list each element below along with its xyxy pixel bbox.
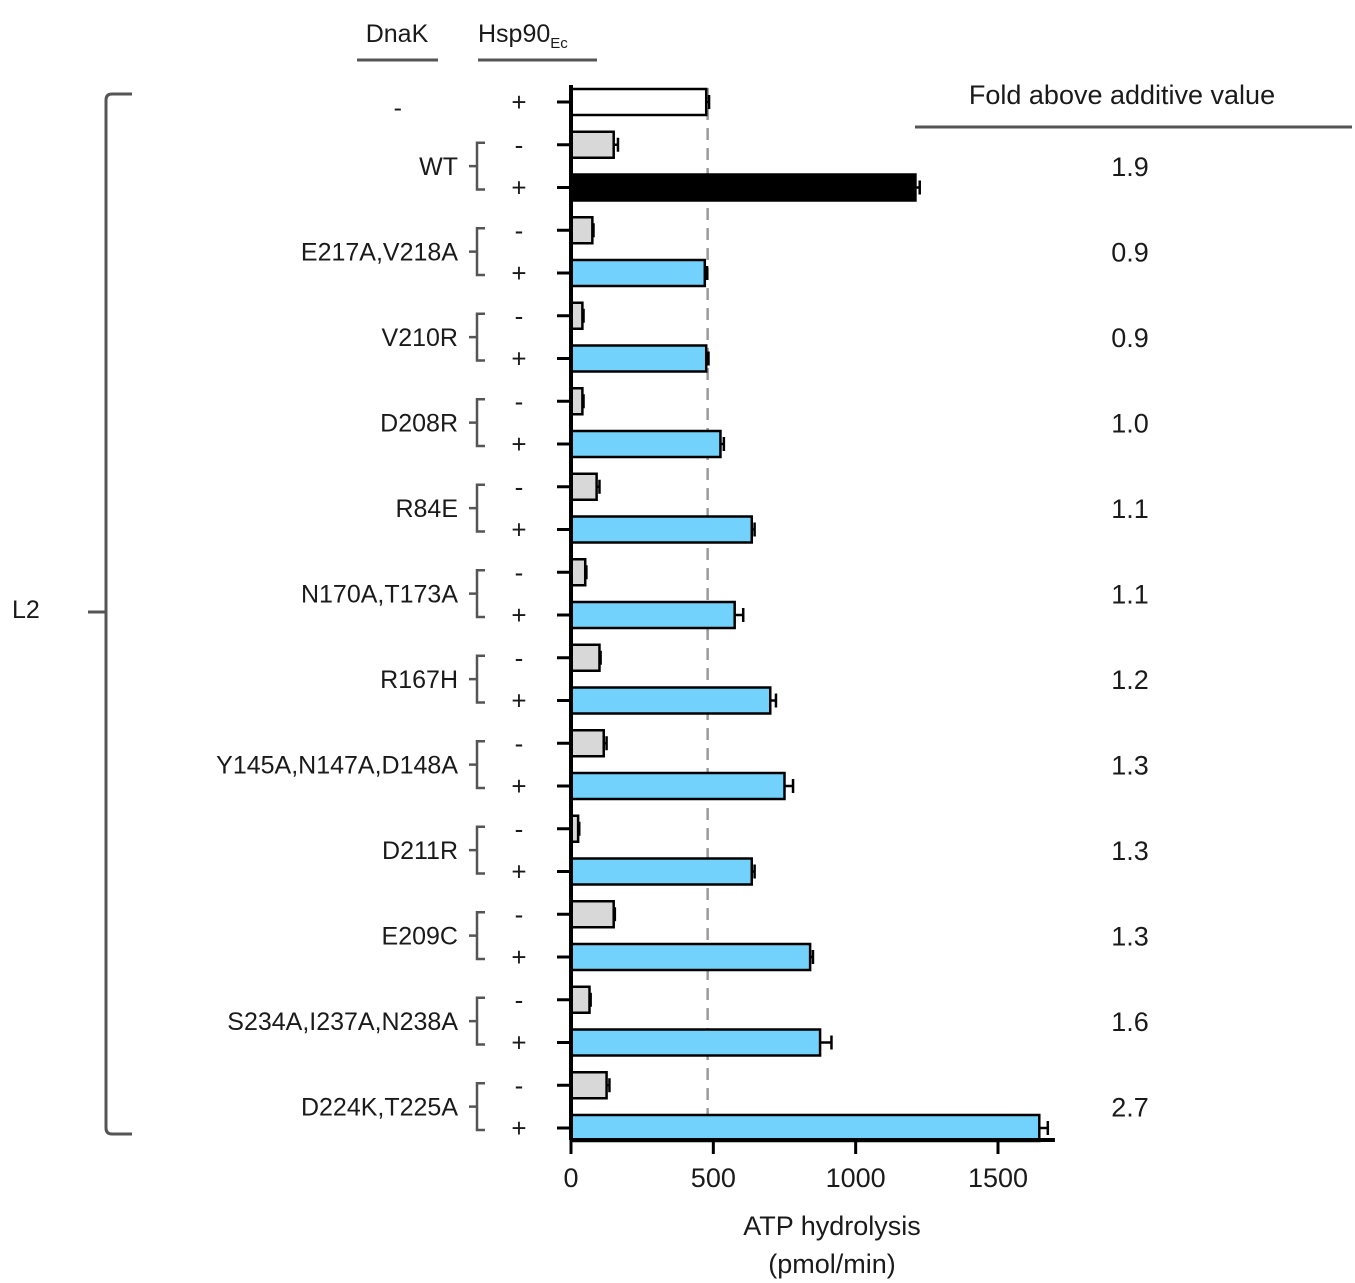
hsp90-sign-minus: - (515, 728, 524, 758)
row-bracket (475, 996, 485, 1046)
x-tick-label: 1000 (826, 1163, 886, 1193)
bar-dnak-alone (569, 87, 708, 117)
row-bracket (475, 312, 485, 362)
bar-hsp90-alone (569, 558, 587, 587)
row-label: D211R (382, 837, 458, 865)
row-bracket (475, 398, 485, 448)
hsp90-sign-minus: - (515, 472, 524, 502)
fold-value: 0.9 (1111, 238, 1149, 268)
hsp90-header-subscript: Ec (550, 35, 568, 52)
hsp90-sign-plus: + (511, 857, 526, 887)
bar-mutant-combined (569, 515, 754, 544)
bar-mutant-combined (569, 1028, 822, 1057)
hsp90-sign-plus: + (511, 942, 526, 972)
bar-hsp90-alone (569, 985, 591, 1014)
hsp90-sign-plus: + (511, 258, 526, 288)
fold-value: 1.9 (1111, 152, 1149, 182)
hsp90-sign-plus: + (511, 1113, 526, 1143)
hsp90-sign-plus: + (511, 600, 526, 630)
group-bracket (104, 92, 132, 1136)
row-label: WT (419, 153, 458, 181)
bar-hsp90-alone (569, 643, 601, 672)
bar-hsp90-alone (569, 130, 615, 159)
hsp90-sign-plus: + (511, 1028, 526, 1058)
fold-value: 1.6 (1111, 1007, 1149, 1037)
row-label: V210R (382, 324, 458, 352)
bar-mutant-combined (569, 600, 736, 630)
bar-mutant-combined (569, 429, 722, 459)
row-bracket (475, 911, 485, 961)
row-bracket (475, 825, 485, 875)
fold-value: 1.2 (1111, 665, 1149, 695)
row-label: D224K,T225A (301, 1094, 458, 1122)
bar-hsp90-alone (569, 472, 598, 501)
hsp90-sign-minus: - (515, 215, 524, 245)
hsp90-sign-minus: - (515, 301, 524, 331)
hsp90-sign-minus: - (515, 985, 524, 1015)
hsp90-header: Hsp90Ec (478, 20, 568, 52)
x-tick-label: 500 (691, 1163, 736, 1193)
row-label: Y145A,N147A,D148A (216, 752, 458, 780)
group-label: L2 (12, 596, 40, 624)
fold-value: 1.3 (1111, 922, 1149, 952)
row-label: E217A,V218A (301, 239, 458, 267)
fold-value: 1.3 (1111, 836, 1149, 866)
fold-value: 1.1 (1111, 494, 1149, 524)
fold-value: 2.7 (1111, 1093, 1149, 1123)
bar-wt-combined (569, 173, 917, 202)
row-bracket (475, 483, 485, 533)
bar-hsp90-alone (569, 216, 594, 245)
x-tick-label: 0 (563, 1163, 578, 1193)
row-bracket (475, 141, 485, 191)
hsp90-sign-plus: + (511, 87, 526, 117)
row-bracket (475, 740, 485, 790)
row-label: E209C (382, 923, 458, 951)
bar-hsp90-alone (569, 1071, 608, 1100)
row-bracket (475, 227, 485, 277)
row-label: R84E (395, 495, 458, 523)
hsp90-sign-minus: - (515, 557, 524, 587)
hsp90-sign-plus: + (511, 771, 526, 801)
row-bracket (475, 569, 485, 619)
hsp90-sign-minus: - (515, 130, 524, 160)
x-axis-label-line2: (pmol/min) (768, 1249, 896, 1279)
hsp90-sign-plus: + (511, 429, 526, 459)
fold-value: 0.9 (1111, 323, 1149, 353)
fold-value: 1.3 (1111, 751, 1149, 781)
hsp90-sign-plus: + (511, 515, 526, 545)
fold-value: 1.1 (1111, 580, 1149, 610)
bar-mutant-combined (569, 686, 772, 715)
bar-mutant-combined (569, 942, 812, 972)
x-axis-label-line1: ATP hydrolysis (743, 1211, 921, 1241)
x-tick-label: 1500 (968, 1163, 1028, 1193)
hsp90-sign-plus: + (511, 686, 526, 716)
hsp90-header-text: Hsp90 (478, 20, 550, 48)
hsp90-sign-minus: - (515, 899, 524, 929)
hsp90-sign-plus: + (511, 344, 526, 374)
row-label: S234A,I237A,N238A (227, 1008, 458, 1036)
hsp90-sign-plus: + (511, 173, 526, 203)
row-label-dnak-alone: - (394, 94, 402, 122)
bar-mutant-combined (569, 258, 707, 288)
row-bracket (475, 654, 485, 704)
bar-mutant-combined (569, 344, 708, 373)
hsp90-sign-minus: - (515, 386, 524, 416)
hsp90-sign-minus: - (515, 1070, 524, 1100)
bar-mutant-combined (569, 857, 754, 886)
fold-value: 1.0 (1111, 409, 1149, 439)
bar-hsp90-alone (569, 729, 605, 758)
hsp90-sign-minus: - (515, 814, 524, 844)
bar-mutant-combined (569, 771, 786, 801)
hsp90-sign-minus: - (515, 643, 524, 673)
row-label: D208R (380, 410, 458, 438)
bar-hsp90-alone (569, 900, 615, 929)
row-label: R167H (380, 666, 458, 694)
row-bracket (475, 1082, 485, 1132)
row-label: N170A,T173A (301, 581, 458, 609)
dnak-header: DnaK (366, 20, 429, 48)
bar-mutant-combined (569, 1113, 1041, 1143)
fold-header: Fold above additive value (969, 80, 1275, 110)
